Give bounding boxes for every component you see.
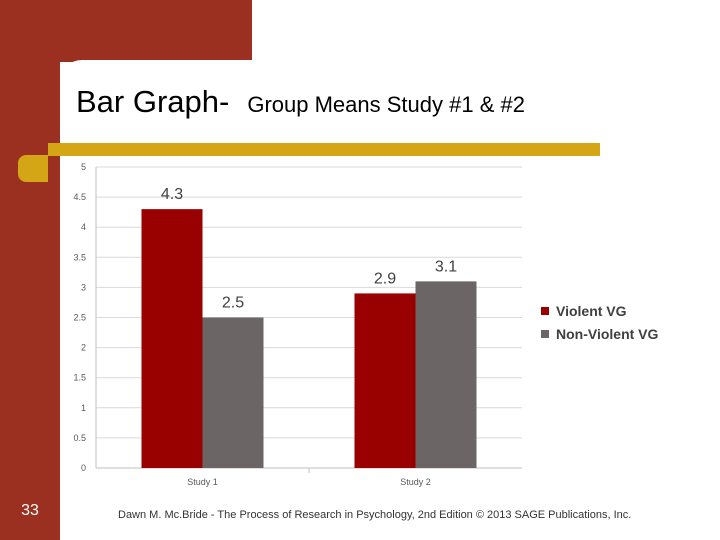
slide-title: Bar Graph- Group Means Study #1 & #2	[76, 84, 525, 120]
y-tick-label: 3	[81, 282, 86, 292]
y-tick-label: 1.5	[73, 373, 86, 383]
bar-chart: 0 0.5 1 1.5 2 2.5 3 3.5 4 4.5 5 4.3 2.5 Study 1 2.9 3.1…	[73, 162, 659, 487]
data-label: 4.3	[161, 186, 183, 203]
y-tick-label: 2.5	[73, 313, 86, 323]
legend-swatch	[541, 330, 549, 338]
top-accent-block	[60, 0, 252, 62]
slide-number: 33	[21, 502, 39, 519]
y-tick-label: 4	[81, 222, 86, 232]
data-label: 3.1	[435, 258, 457, 275]
data-label: 2.5	[222, 295, 244, 312]
legend-swatch	[541, 307, 549, 315]
left-accent-bar	[0, 0, 60, 540]
title-sub: Group Means Study #1 & #2	[247, 92, 525, 117]
legend-label: Violent VG	[556, 303, 627, 319]
y-tick-label: 3.5	[73, 252, 86, 262]
bar	[415, 281, 477, 468]
y-tick-label: 0	[81, 463, 86, 473]
title-main: Bar Graph-	[76, 84, 230, 119]
y-tick-label: 2	[81, 343, 86, 353]
y-tick-label: 0.5	[73, 433, 86, 443]
x-category-label: Study 2	[400, 477, 431, 487]
x-category-label: Study 1	[187, 477, 218, 487]
y-tick-label: 5	[81, 162, 86, 172]
title-underline-bar	[48, 143, 600, 156]
y-tick-label: 1	[81, 403, 86, 413]
bar	[354, 293, 416, 468]
legend-label: Non-Violent VG	[556, 326, 659, 342]
bar	[202, 317, 264, 468]
y-tick-label: 4.5	[73, 192, 86, 202]
data-label: 2.9	[374, 270, 396, 287]
gold-accent-square	[18, 155, 48, 182]
footer-citation: Dawn M. Mc.Bride - The Process of Resear…	[118, 509, 632, 521]
bar	[141, 209, 203, 468]
